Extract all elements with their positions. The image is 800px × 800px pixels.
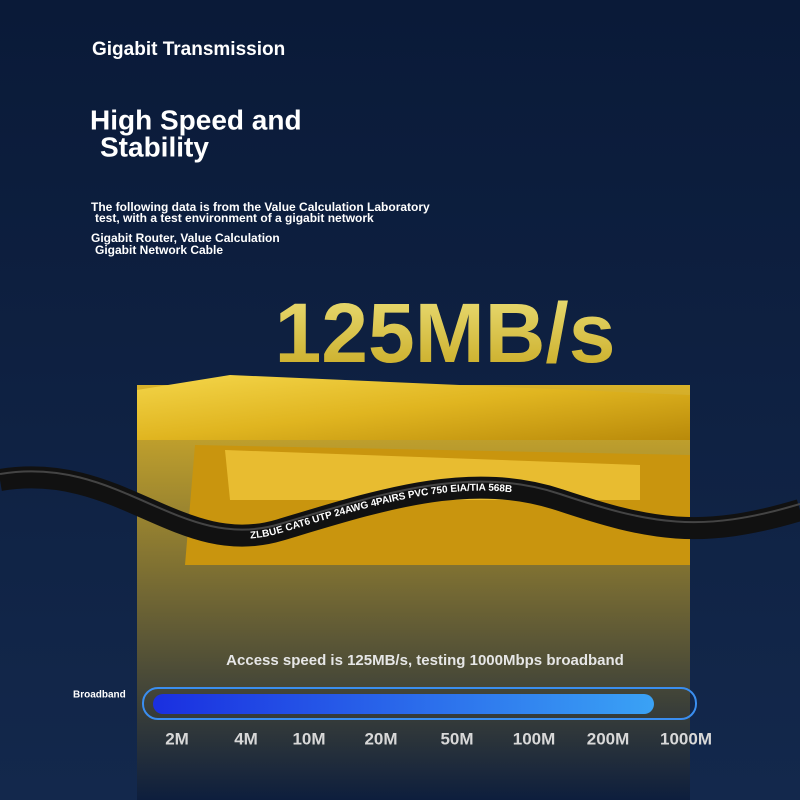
scale-label: 100M [513,729,556,748]
scale-label: 200M [587,729,630,748]
scale-label: 10M [292,729,325,748]
note: test, with a test environment of a gigab… [95,211,374,225]
caption: Access speed is 125MB/s, testing 1000Mbp… [226,652,624,669]
box-top [137,375,690,440]
title: Stability [100,131,209,162]
meter-fill [153,694,654,714]
eyebrow: Gigabit Transmission [92,39,285,60]
meter-label: Broadband [73,690,126,701]
meter-track [142,687,697,720]
title: High Speed and [90,104,302,135]
meter-scale: 2M 4M 10M 20M 50M 100M 200M 1000M [165,729,712,748]
scale-label: 1000M [660,729,712,748]
note: Gigabit Router, Value Calculation [91,231,280,245]
scale-label: 4M [234,729,258,748]
note: Gigabit Network Cable [95,243,223,257]
speed: 125MB/s [275,286,616,380]
scale-label: 2M [165,729,189,748]
scale-label: 20M [364,729,397,748]
note: The following data is from the Value Cal… [91,200,430,214]
scale-label: 50M [440,729,473,748]
